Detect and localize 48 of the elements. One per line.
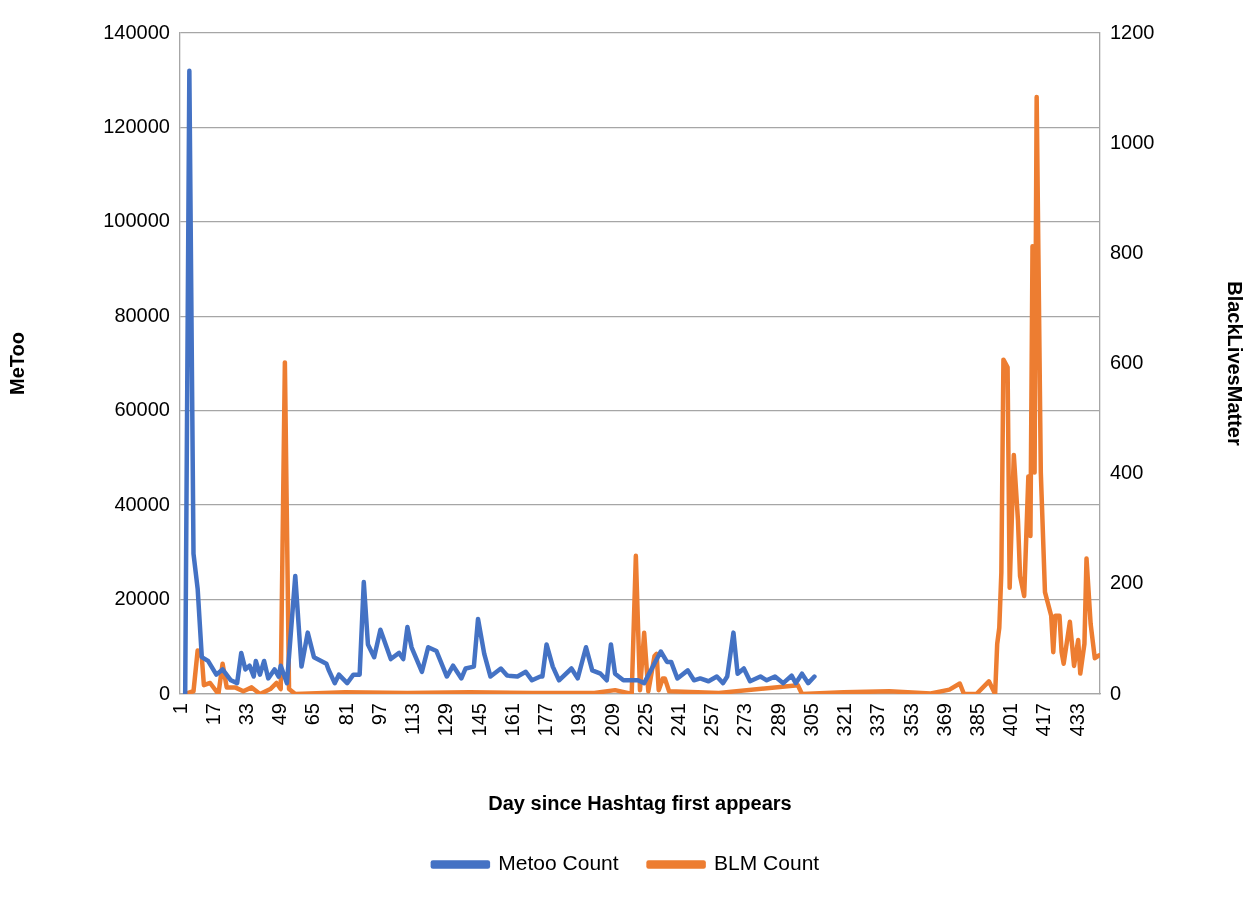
x-tick-label: 385 xyxy=(966,703,989,737)
x-tick-label: 257 xyxy=(700,703,723,737)
x-tick-label: 321 xyxy=(833,703,856,737)
x-tick-label: 433 xyxy=(1065,703,1088,737)
y-tick-label: 100000 xyxy=(103,209,170,232)
x-tick-label: 241 xyxy=(666,703,689,737)
x-tick-label: 225 xyxy=(633,703,656,737)
y2-axis-title: BlackLivesMatter xyxy=(1224,281,1247,446)
y2-tick-label: 1200 xyxy=(1110,20,1155,43)
x-tick-label: 1 xyxy=(168,703,191,715)
x-tick-label: 17 xyxy=(201,703,224,726)
x-tick-label: 177 xyxy=(534,703,557,737)
x-tick-label: 337 xyxy=(866,703,889,737)
x-tick-label: 113 xyxy=(401,703,424,735)
y2-tick-label: 400 xyxy=(1110,461,1144,484)
y2-tick-label: 1000 xyxy=(1110,130,1155,153)
x-tick-label: 369 xyxy=(932,703,955,737)
x-axis-title: Day since Hashtag first appears xyxy=(488,791,792,814)
x-tick-label: 129 xyxy=(434,703,457,737)
legend-label: BLM Count xyxy=(714,851,820,875)
x-tick-label: 65 xyxy=(301,703,324,726)
y-tick-label: 0 xyxy=(158,681,170,704)
y2-tick-label: 800 xyxy=(1110,240,1144,263)
x-tick-label: 289 xyxy=(766,703,789,737)
y2-tick-label: 600 xyxy=(1110,351,1144,374)
legend-label: Metoo Count xyxy=(498,851,619,875)
y-tick-label: 80000 xyxy=(114,303,170,326)
y-tick-label: 140000 xyxy=(103,20,170,43)
x-tick-label: 33 xyxy=(235,703,258,726)
x-tick-label: 305 xyxy=(799,703,822,737)
x-tick-label: 401 xyxy=(999,703,1022,737)
y-tick-label: 60000 xyxy=(114,398,170,421)
x-tick-label: 161 xyxy=(500,703,523,737)
y-tick-label: 120000 xyxy=(103,114,170,137)
y-axis-title: MeToo xyxy=(5,332,28,395)
x-tick-label: 145 xyxy=(467,703,490,737)
y-tick-label: 40000 xyxy=(114,492,170,515)
x-tick-label: 417 xyxy=(1032,703,1055,737)
x-tick-label: 49 xyxy=(268,703,291,726)
x-tick-label: 193 xyxy=(567,703,590,737)
x-tick-label: 97 xyxy=(367,703,390,726)
x-tick-label: 81 xyxy=(334,703,357,726)
y2-tick-label: 0 xyxy=(1110,681,1122,704)
x-tick-label: 353 xyxy=(899,703,922,737)
x-tick-label: 209 xyxy=(600,703,623,737)
y-tick-label: 20000 xyxy=(114,587,170,610)
y2-tick-label: 200 xyxy=(1110,571,1144,594)
x-tick-label: 273 xyxy=(733,703,756,737)
